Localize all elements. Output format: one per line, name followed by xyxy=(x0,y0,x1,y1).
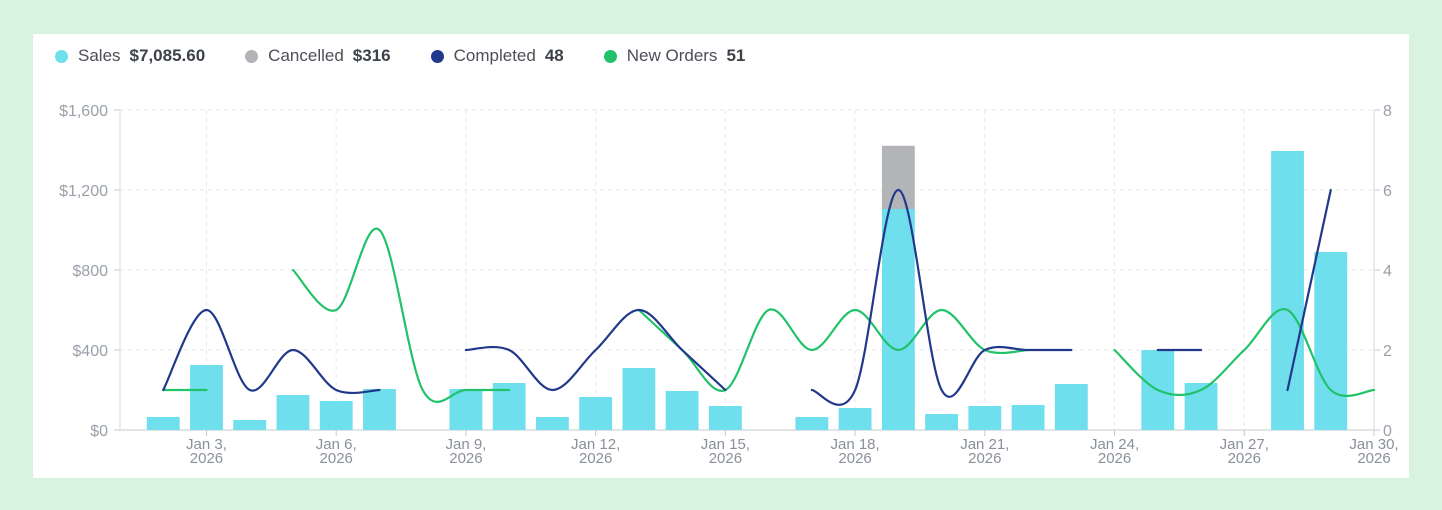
sales-bar xyxy=(535,417,569,430)
completed-dot-icon xyxy=(430,49,444,63)
completed-line xyxy=(464,308,727,392)
completed-line xyxy=(1286,188,1332,392)
sales-bar xyxy=(319,401,353,430)
x-tick-label-year: 2026 xyxy=(1228,450,1261,467)
legend-label-completed: Completed xyxy=(453,46,536,65)
x-tick-label: Jan 21, xyxy=(960,436,1009,453)
new-orders-line xyxy=(1113,308,1376,397)
x-tick-label: Jan 6, xyxy=(316,436,357,453)
legend-item-cancelled[interactable]: Cancelled $316 xyxy=(245,46,391,66)
legend-item-new-orders[interactable]: New Orders 51 xyxy=(603,46,746,66)
new-orders-line xyxy=(291,227,511,403)
y-left-tick-label: $0 xyxy=(90,423,108,440)
x-tick-label-year: 2026 xyxy=(838,450,871,467)
sales-bar xyxy=(276,395,310,430)
sales-dot-icon xyxy=(55,49,68,63)
legend-value-cancelled: $316 xyxy=(352,46,391,65)
sales-bar xyxy=(190,365,223,430)
x-tick-label-year: 2026 xyxy=(449,450,482,467)
y-left-tick-label: $1,600 xyxy=(59,103,108,120)
x-tick-label: Jan 3, xyxy=(186,436,227,453)
sales-bar xyxy=(838,408,872,430)
sales-bar xyxy=(1271,151,1304,430)
chart-card: Sales $7,085.60 Cancelled $316 Completed… xyxy=(33,34,1409,478)
y-right-tick-label: 4 xyxy=(1383,263,1392,280)
sales-bar xyxy=(363,389,396,430)
completed-line xyxy=(162,308,381,395)
cancelled-dot-icon xyxy=(245,49,259,63)
sales-bar xyxy=(665,391,699,430)
y-right-tick-label: 6 xyxy=(1383,183,1392,200)
x-tick-label-year: 2026 xyxy=(1357,450,1390,467)
y-left-tick-label: $1,200 xyxy=(59,183,108,200)
x-tick-label: Jan 24, xyxy=(1090,436,1139,453)
sales-bar xyxy=(146,417,180,430)
sales-bar xyxy=(1054,384,1088,430)
sales-bar xyxy=(1011,405,1045,430)
x-tick-label-year: 2026 xyxy=(709,450,742,467)
completed-line xyxy=(810,188,1073,406)
sales-bar xyxy=(622,368,656,430)
legend-item-completed[interactable]: Completed 48 xyxy=(430,46,564,66)
legend-value-new-orders: 51 xyxy=(726,46,746,65)
new-orders-line xyxy=(637,308,1030,392)
sales-bar xyxy=(579,397,613,430)
legend-value-sales: $7,085.60 xyxy=(129,46,206,65)
y-right-tick-label: 2 xyxy=(1383,343,1392,360)
x-tick-label: Jan 15, xyxy=(701,436,750,453)
sales-bar xyxy=(1314,252,1348,430)
y-right-tick-label: 0 xyxy=(1383,423,1392,440)
legend-label-new-orders: New Orders xyxy=(626,46,718,65)
x-tick-label-year: 2026 xyxy=(320,450,353,467)
x-tick-label: Jan 18, xyxy=(830,436,879,453)
x-tick-label-year: 2026 xyxy=(1098,450,1131,467)
new-orders-dot-icon xyxy=(603,49,617,63)
chart-legend: Sales $7,085.60 Cancelled $316 Completed… xyxy=(55,44,785,68)
x-tick-label: Jan 12, xyxy=(571,436,620,453)
x-tick-label-year: 2026 xyxy=(190,450,223,467)
sales-bar xyxy=(449,389,483,430)
y-left-tick-label: $400 xyxy=(72,343,108,360)
x-tick-label-year: 2026 xyxy=(968,450,1001,467)
x-tick-label: Jan 9, xyxy=(445,436,486,453)
y-right-tick-label: 8 xyxy=(1383,103,1392,120)
y-left-tick-label: $800 xyxy=(72,263,108,280)
legend-label-cancelled: Cancelled xyxy=(268,46,344,65)
legend-value-completed: 48 xyxy=(544,46,564,65)
legend-item-sales[interactable]: Sales $7,085.60 xyxy=(55,46,205,66)
x-tick-label: Jan 27, xyxy=(1220,436,1269,453)
sales-bar xyxy=(881,209,915,430)
sales-bar xyxy=(708,406,742,430)
sales-bar xyxy=(925,414,959,430)
cancelled-bar xyxy=(881,145,915,209)
sales-bar xyxy=(233,420,267,430)
x-tick-label-year: 2026 xyxy=(579,450,612,467)
sales-bar xyxy=(968,406,1002,430)
x-tick-label: Jan 30, xyxy=(1349,436,1398,453)
legend-label-sales: Sales xyxy=(78,46,121,65)
sales-bar xyxy=(795,417,829,430)
